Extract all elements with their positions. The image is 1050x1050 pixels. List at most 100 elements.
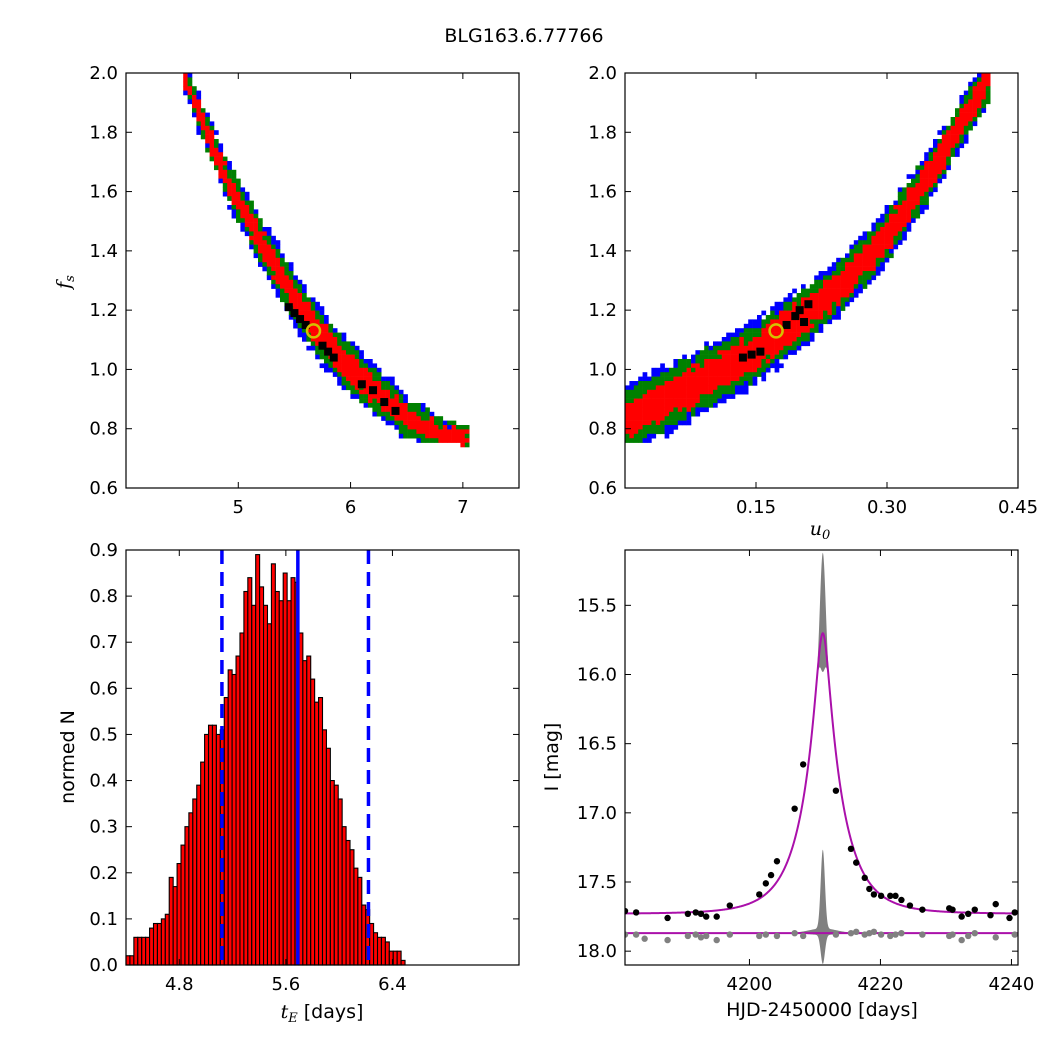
heatmap-cell [258, 257, 263, 263]
heatmap-cell [464, 425, 470, 430]
heatmap-cell [867, 244, 872, 250]
heatmap-cell [748, 319, 753, 325]
heatmap-cell [284, 266, 290, 272]
heatmap-cell [214, 143, 219, 149]
heatmap-cell [328, 328, 334, 333]
heatmap-cell [752, 376, 758, 382]
heatmap-cell [783, 345, 789, 351]
heatmap-cell [293, 315, 298, 320]
heatmap-cell [686, 416, 692, 421]
heatmap-cell [302, 284, 307, 289]
heatmap-cell [337, 359, 342, 364]
heatmap-cell [412, 429, 417, 435]
heatmap-cell [827, 297, 833, 303]
heatmap-cell [735, 381, 740, 386]
histogram-bar [152, 922, 158, 966]
heatmap-cell [730, 341, 736, 347]
heatmap-cell [647, 376, 652, 382]
heatmap-cell [858, 253, 863, 259]
heatmap-cell [801, 315, 806, 320]
heatmap-cell [354, 354, 360, 360]
heatmap-cell [275, 279, 281, 285]
heatmap-cell [691, 372, 696, 377]
heatmap-cell [372, 372, 378, 377]
heatmap-cell [332, 350, 338, 355]
data-point [958, 913, 965, 920]
heatmap-cell [977, 77, 982, 83]
heatmap-cell [368, 363, 373, 369]
heatmap-cell [420, 411, 426, 417]
heatmap-cell [275, 262, 281, 267]
heatmap-cell [933, 161, 938, 166]
heatmap-cell [831, 293, 837, 298]
heatmap-cell [647, 425, 652, 430]
heatmap-cell [642, 429, 648, 435]
heatmap-cell [451, 420, 457, 426]
heatmap-cell [368, 359, 373, 364]
heatmap-cell [655, 381, 661, 386]
y-tick-label: 0.2 [89, 863, 118, 884]
heatmap-cell [761, 310, 767, 316]
heatmap-cell [862, 266, 868, 272]
heatmap-cell [244, 200, 250, 206]
histogram-bar [180, 844, 186, 966]
heatmap-cell [677, 389, 683, 395]
heatmap-cell [306, 310, 312, 316]
heatmap-cell [937, 147, 943, 153]
heatmap-cell [937, 152, 943, 157]
heatmap-cell [933, 143, 938, 149]
heatmap-cell [827, 301, 833, 307]
x-tick-label: 5 [233, 497, 244, 518]
heatmap-cell [726, 389, 731, 395]
heatmap-cell [735, 389, 740, 395]
heatmap-cell [218, 178, 224, 184]
heatmap-cell [827, 266, 833, 272]
heatmap-cell [381, 389, 386, 395]
heatmap-cell [757, 363, 762, 369]
heatmap-cell [831, 275, 837, 281]
heatmap-cell [704, 372, 709, 377]
heatmap-cell [297, 310, 303, 316]
histogram-bar [129, 955, 135, 966]
heatmap-cell [801, 293, 806, 298]
heatmap-cell [704, 363, 709, 369]
heatmap-cell [416, 416, 422, 421]
heatmap-cell [770, 310, 775, 316]
heatmap-cell [686, 403, 692, 408]
heatmap-cell [390, 385, 395, 391]
histogram-bar [211, 724, 217, 966]
heatmap-cell [770, 363, 775, 369]
heatmap-cell [192, 90, 197, 96]
heatmap-cell [266, 240, 272, 245]
heatmap-cell [765, 350, 771, 355]
heatmap-cell [625, 416, 630, 421]
heatmap-cell [959, 112, 965, 118]
heatmap-cell [284, 279, 290, 285]
histogram-bar [380, 936, 386, 966]
heatmap-cell [315, 328, 320, 333]
heatmap-cell [963, 95, 969, 100]
heatmap-cell [911, 209, 916, 215]
heatmap-cell [933, 147, 938, 153]
best-cell [804, 300, 813, 309]
heatmap-cell [814, 301, 819, 307]
heatmap-cell [398, 389, 404, 395]
heatmap-cell [761, 319, 767, 325]
data-point [762, 880, 770, 887]
heatmap-cell [792, 319, 797, 325]
heatmap-cell [972, 95, 978, 100]
heatmap-cell [704, 367, 709, 373]
heatmap-cell [941, 134, 947, 140]
histogram-bar [133, 936, 139, 966]
heatmap-cell [774, 323, 780, 329]
heatmap-cell [867, 231, 872, 237]
heatmap-cell [928, 169, 934, 175]
heatmap-cell [651, 381, 657, 386]
y-tick-label: 0.5 [89, 724, 118, 745]
heatmap-cell [196, 125, 202, 131]
heatmap-cell [236, 196, 241, 201]
heatmap-cell [875, 262, 881, 267]
heatmap-cell [845, 275, 850, 281]
heatmap-cell [266, 275, 272, 281]
heatmap-cell [407, 411, 413, 417]
